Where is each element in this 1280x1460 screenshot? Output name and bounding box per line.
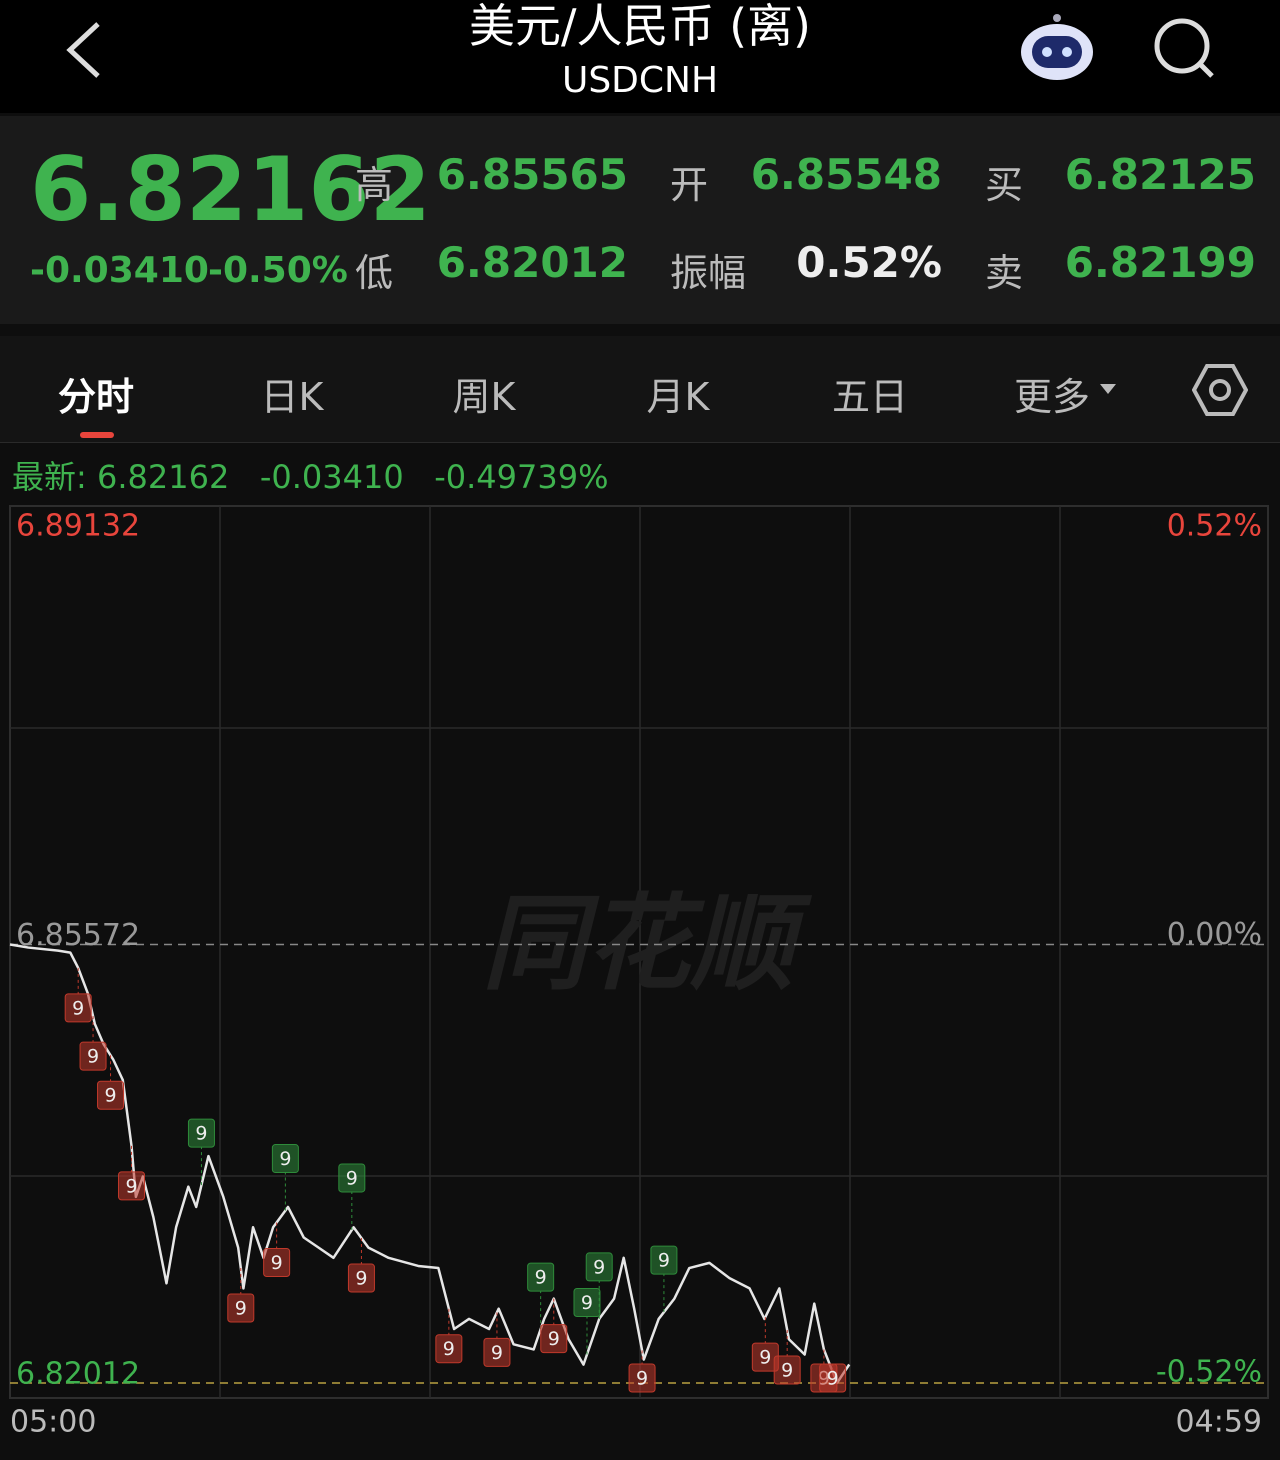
assistant-icon[interactable]: [1018, 12, 1096, 84]
chart: 同花顺 6.89132 6.85572 6.82012 0.52% 0.00% -0.52…: [9, 505, 1269, 1440]
stat-label: 开: [670, 163, 709, 207]
tab[interactable]: 日K: [260, 375, 324, 419]
y-tick-label: 6.89132: [16, 509, 140, 544]
tab[interactable]: 更多: [1013, 375, 1090, 419]
stat-label: 高: [355, 163, 394, 207]
stat-label: 买: [985, 163, 1024, 207]
signal-label: 9: [658, 1250, 670, 1272]
signal-box: [79, 1041, 107, 1071]
signal-label: 9: [355, 1268, 367, 1290]
tab[interactable]: 分时: [57, 375, 134, 419]
signal-box: [483, 1337, 511, 1367]
signal-label: 9: [581, 1292, 593, 1314]
signal-box: [650, 1245, 678, 1275]
signal-label: 9: [781, 1359, 793, 1381]
signal-label: 9: [104, 1085, 116, 1107]
signal-label: 9: [235, 1297, 247, 1319]
y-tick-label: 6.82012: [16, 1356, 140, 1391]
stat-label: 振幅: [670, 251, 747, 295]
last-price: 6.82162: [30, 138, 431, 241]
watermark: 同花顺: [482, 882, 813, 1004]
stat-label: 低: [355, 251, 394, 295]
settings-button[interactable]: [1192, 362, 1248, 418]
y2-tick-label: 0.00%: [1167, 917, 1262, 952]
signal-label: 9: [72, 997, 84, 1019]
signal-label: 9: [279, 1148, 291, 1170]
signal-label: 9: [271, 1252, 283, 1274]
latest-change: -0.03410: [259, 458, 404, 496]
signal-label: 9: [346, 1167, 358, 1189]
signal-label: 9: [535, 1267, 547, 1289]
y2-tick-label: 0.52%: [1167, 509, 1262, 544]
dropdown-arrow: [1100, 384, 1116, 394]
signal-label: 9: [491, 1342, 503, 1364]
y2-tick-label: -0.52%: [1156, 1355, 1262, 1390]
signal-box: [819, 1363, 847, 1393]
signal-box: [64, 993, 92, 1023]
signal-box: [435, 1334, 463, 1364]
grid: [10, 506, 1268, 1398]
signal-box: [773, 1355, 801, 1385]
tab[interactable]: 周K: [452, 375, 516, 419]
latest-price: 6.82162: [96, 458, 230, 496]
tab-bar: 分时 日K 周K 月K 五日 更多: [0, 336, 1280, 443]
y-tick-label: 6.85572: [16, 918, 140, 953]
search-button[interactable]: [1150, 16, 1220, 82]
signal-box: [585, 1252, 613, 1282]
back-button[interactable]: [60, 20, 104, 80]
stat-label: 卖: [985, 251, 1024, 295]
signal-box: [573, 1287, 601, 1317]
latest-label: 最新:: [12, 458, 87, 496]
signal-label: 9: [548, 1328, 560, 1350]
title: 美元/人民币 (离): [468, 0, 811, 53]
stat-value: 0.52%: [796, 238, 942, 287]
stat-value: 6.85548: [750, 150, 942, 199]
signal-box: [97, 1080, 125, 1110]
header: 美元/人民币 (离) USDCNH: [0, 0, 1280, 113]
plot-frame: [9, 505, 1269, 1399]
signal-label: 9: [827, 1368, 839, 1390]
latest-change-pct: -0.49739%: [434, 458, 609, 496]
signal-label: 9: [195, 1123, 207, 1145]
tab-indicator: [80, 432, 114, 438]
price-line: [9, 943, 851, 1385]
stat-value: 6.82199: [1064, 238, 1256, 287]
subtitle: USDCNH: [561, 60, 719, 101]
latest-line: 最新: 6.82162 -0.03410 -0.49739%: [12, 452, 608, 498]
x-tick-label: 04:59: [1176, 1405, 1262, 1440]
signal-box: [271, 1144, 299, 1174]
signal-box: [540, 1324, 568, 1354]
x-tick-label: 05:00: [10, 1405, 96, 1440]
signal-box: [338, 1163, 366, 1193]
signal-box: [263, 1248, 291, 1278]
signal-box: [118, 1171, 146, 1201]
change: -0.03410: [30, 250, 209, 291]
signal-label: 9: [443, 1338, 455, 1360]
signal-label: 9: [636, 1368, 648, 1390]
signal-box: [527, 1262, 555, 1292]
signal-box: [347, 1263, 375, 1293]
quote-panel: 6.82162 -0.03410 -0.50% 高 6.85565 开 6.85…: [0, 116, 1280, 324]
stat-value: 6.85565: [436, 150, 628, 199]
signal-label: 9: [593, 1256, 605, 1278]
signal-label: 9: [759, 1347, 771, 1369]
stat-value: 6.82012: [436, 238, 628, 287]
signal-box: [227, 1293, 255, 1323]
signal-box: [628, 1363, 656, 1393]
signal-box: [187, 1118, 215, 1148]
signal-label: 9: [87, 1046, 99, 1068]
signal-label: 9: [125, 1175, 137, 1197]
change-pct: -0.50%: [208, 250, 348, 291]
tab[interactable]: 五日: [831, 375, 908, 419]
tab[interactable]: 月K: [646, 375, 710, 419]
stat-value: 6.82125: [1064, 150, 1256, 199]
